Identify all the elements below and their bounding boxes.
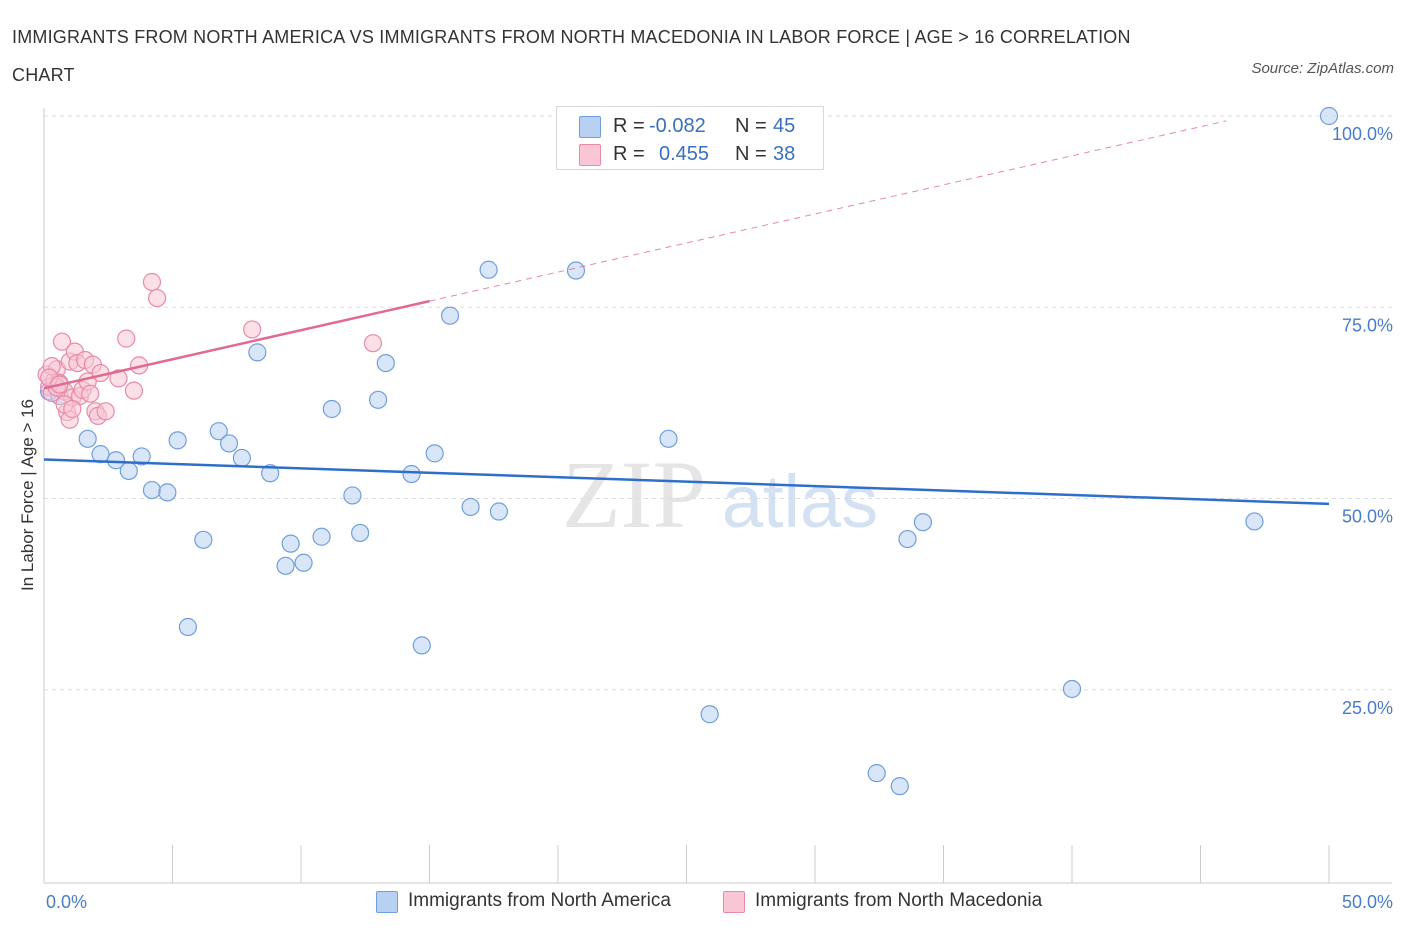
watermark-atlas: atlas [722, 460, 878, 543]
legend-r-value: -0.082 [649, 115, 706, 137]
y-tick-label: 50.0% [1342, 507, 1393, 527]
data-point [461, 497, 480, 517]
data-point [124, 381, 144, 400]
source-label: Source: ZipAtlas.com [1251, 60, 1394, 77]
trend-line-north-macedonia-extension [429, 120, 1227, 302]
legend-label: Immigrants from North Macedonia [755, 890, 1043, 911]
x-tick-label: 50.0% [1342, 892, 1393, 912]
data-point [106, 451, 126, 470]
data-point [659, 429, 678, 448]
legend-n-label: N = [735, 115, 767, 137]
data-point [440, 306, 460, 325]
trend-line-north-macedonia [43, 299, 430, 390]
data-point [489, 502, 508, 521]
legend-r-value: 0.455 [659, 143, 710, 165]
data-point [132, 447, 151, 466]
data-point [219, 434, 239, 453]
data-point [276, 556, 295, 575]
data-point [890, 777, 909, 796]
data-point [261, 464, 280, 483]
data-point [117, 329, 136, 348]
axes [43, 108, 1392, 884]
data-point [1245, 512, 1264, 531]
data-point [209, 422, 228, 441]
data-point [322, 399, 341, 419]
data-point [168, 431, 187, 450]
data-point [243, 320, 262, 339]
data-point [78, 429, 97, 448]
data-point [232, 448, 251, 468]
data-point [178, 617, 198, 637]
watermark-zip: ZIP [562, 441, 706, 548]
stats-legend: R = -0.082 N = 45 R = 0.455 N = 38 [556, 106, 824, 170]
data-point [1319, 106, 1339, 126]
data-point [1062, 679, 1082, 699]
data-point [281, 534, 300, 553]
data-point [194, 530, 213, 549]
data-point [479, 260, 498, 279]
data-point [566, 261, 586, 280]
data-point [425, 444, 444, 463]
y-tick-label: 75.0% [1342, 315, 1393, 335]
series-north-america-points [40, 106, 1339, 796]
tick-labels: 25.0% 50.0% 75.0% 100.0% 0.0% 50.0% [46, 124, 1393, 912]
y-tick-label: 25.0% [1342, 698, 1393, 718]
x-tick-label: 0.0% [46, 892, 87, 912]
data-point [96, 402, 115, 421]
legend-r-label: R = [613, 143, 645, 165]
data-point [119, 461, 138, 481]
data-point [63, 399, 82, 419]
data-point [376, 353, 395, 373]
trend-lines [43, 120, 1330, 506]
data-point [412, 636, 431, 655]
grid [44, 115, 1392, 691]
y-tick-label: 100.0% [1332, 124, 1393, 144]
data-point [142, 480, 162, 500]
data-point [312, 527, 331, 546]
data-point [369, 390, 388, 409]
data-point [147, 288, 167, 308]
legend-swatch-pink [579, 144, 601, 166]
data-point [52, 332, 72, 351]
data-point [402, 464, 421, 484]
watermark: ZIP atlas [562, 441, 878, 548]
data-point [109, 369, 128, 388]
legend-label: Immigrants from North America [408, 890, 671, 911]
legend-r-label: R = [613, 115, 645, 137]
legend-swatch-pink [723, 891, 745, 913]
data-point [351, 523, 370, 543]
legend-n-label: N = [735, 143, 767, 165]
data-point [158, 483, 177, 502]
data-point [81, 384, 100, 403]
chart-title: IMMIGRANTS FROM NORTH AMERICA VS IMMIGRA… [12, 27, 1131, 85]
data-point [363, 334, 383, 353]
legend-swatch-blue [376, 891, 398, 913]
data-point [898, 529, 917, 549]
data-point [294, 553, 313, 572]
data-point [142, 272, 162, 292]
legend-n-value: 45 [773, 115, 796, 137]
legend-n-value: 38 [773, 143, 796, 165]
data-point [913, 513, 933, 532]
trend-line-north-america [43, 458, 1330, 506]
data-point [248, 343, 267, 362]
data-point [867, 764, 886, 783]
data-point [700, 705, 719, 724]
data-point [343, 486, 362, 505]
legend-swatch-blue [579, 116, 601, 138]
